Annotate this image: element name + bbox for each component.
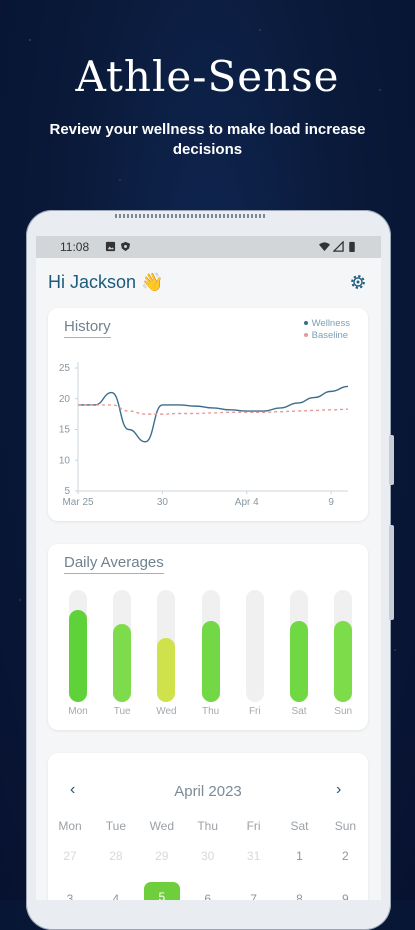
bar-fill-sat	[290, 621, 308, 702]
bar-label: Wed	[156, 706, 177, 717]
y-tick-label: 10	[59, 455, 71, 466]
daily-averages-title: Daily Averages	[64, 554, 164, 574]
calendar-day[interactable]: 9	[342, 892, 349, 900]
battery-icon	[349, 241, 355, 252]
signal-icon	[333, 241, 344, 252]
weekday-label: Wed	[149, 819, 175, 833]
status-time: 11:08	[60, 240, 90, 254]
bar-track	[157, 590, 176, 702]
bar-fill-tue	[113, 623, 132, 702]
weekday-label: Fri	[246, 819, 261, 833]
status-bar: 11:08	[36, 236, 381, 258]
x-tick-label: Mar 25	[62, 497, 94, 508]
history-legend: Wellness Baseline	[303, 318, 350, 342]
calendar-day[interactable]: 3	[66, 892, 74, 900]
history-title: History	[64, 318, 111, 338]
weekday-label: Sun	[334, 819, 357, 833]
y-tick-label: 25	[59, 363, 71, 374]
legend-label: Baseline	[311, 330, 349, 341]
calendar-day[interactable]: 31	[246, 849, 261, 863]
bar-track	[201, 590, 220, 702]
history-card: History Wellness Baseline 25 20 15 10 5 Mar 2…	[48, 308, 368, 521]
bar-track	[245, 590, 264, 702]
calendar-day[interactable]: 6	[204, 892, 212, 900]
legend-swatch	[303, 333, 308, 338]
bar-label: Mon	[68, 706, 88, 717]
weekday-label: Thu	[197, 819, 219, 833]
calendar-day[interactable]: 4	[112, 892, 120, 900]
calendar-card: ‹ April 2023 › Mon Tue Wed Thu Fri Sat Sun 27 28…	[48, 753, 368, 900]
y-tick-label: 20	[59, 394, 71, 405]
daily-averages-card: Daily Averages Mon Tue Wed Thu Fri Sat Sun	[48, 544, 368, 730]
legend-item-baseline: Baseline	[303, 330, 350, 342]
calendar-day[interactable]: 2	[342, 849, 349, 863]
x-tick-label: 9	[328, 497, 334, 508]
photo-icon	[105, 241, 116, 252]
x-tick-label: Apr 4	[235, 497, 259, 508]
legend-item-wellness: Wellness	[303, 318, 350, 330]
calendar-day[interactable]: 7	[250, 892, 257, 900]
y-tick-label: 5	[64, 486, 70, 497]
calendar-month: April 2023	[174, 783, 242, 800]
x-tick-label: 30	[157, 497, 169, 508]
weekday-label: Sat	[290, 819, 309, 833]
weekday-label: Mon	[58, 819, 82, 833]
gear-icon[interactable]	[349, 273, 367, 291]
bar-track	[334, 590, 353, 702]
bar-label: Thu	[201, 706, 220, 717]
greeting: Hi Jackson 👋	[48, 272, 164, 292]
phone-speaker	[115, 214, 265, 218]
phone-side-button	[389, 435, 394, 485]
bar-label: Tue	[113, 706, 131, 717]
series-line-wellness	[78, 385, 349, 443]
bar-label: Fri	[248, 706, 261, 717]
bar-track	[290, 590, 308, 702]
y-tick-label: 15	[59, 425, 71, 436]
shield-icon	[120, 241, 131, 252]
promo-headline: Athle-Sense	[75, 52, 340, 101]
chevron-right-icon[interactable]: ›	[336, 781, 342, 798]
chevron-left-icon[interactable]: ‹	[70, 781, 76, 798]
legend-label: Wellness	[311, 318, 350, 329]
calendar-day[interactable]: 30	[201, 849, 215, 863]
bar-fill-sun	[334, 621, 353, 702]
calendar-day-selected[interactable]: 5	[143, 882, 180, 900]
bar-label: Sun	[334, 706, 353, 717]
bar-track	[113, 590, 132, 702]
bar-fill-mon	[69, 610, 87, 702]
phone-side-button	[389, 525, 394, 620]
calendar-day[interactable]: 8	[296, 892, 303, 900]
calendar-day[interactable]: 1	[296, 849, 303, 863]
calendar-day[interactable]: 29	[155, 849, 169, 863]
bar-fill-wed	[157, 638, 176, 702]
bar-fill-thu	[201, 621, 220, 702]
calendar-day[interactable]: 28	[109, 849, 123, 863]
legend-swatch	[303, 321, 308, 326]
bar-track	[69, 590, 87, 702]
calendar-day[interactable]: 27	[63, 849, 77, 863]
bar-label: Sat	[291, 706, 307, 717]
wifi-icon	[319, 242, 330, 252]
app-screen: 11:08 Hi Jackson 👋 History Wellness Base…	[36, 236, 381, 900]
weekday-label: Tue	[105, 819, 126, 833]
promo-subhead: Review your wellness to make load increa…	[49, 121, 366, 158]
